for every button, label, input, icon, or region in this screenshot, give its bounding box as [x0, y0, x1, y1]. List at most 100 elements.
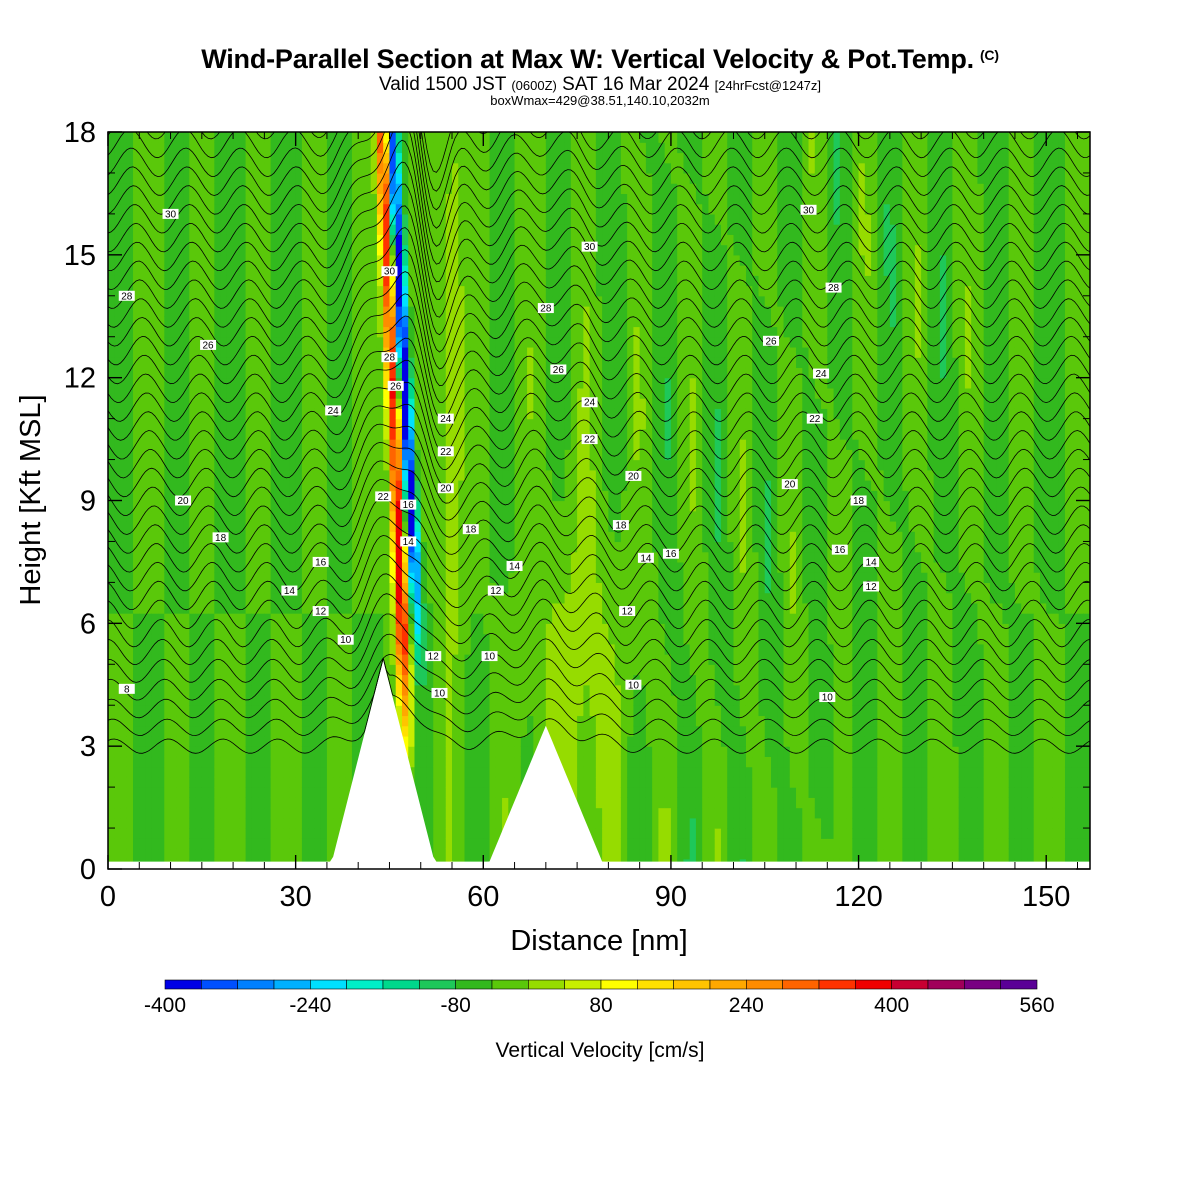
velocity-cell	[489, 766, 497, 778]
velocity-cell	[308, 520, 316, 532]
velocity-cell	[345, 654, 353, 665]
velocity-cell	[176, 132, 184, 143]
velocity-cell	[170, 756, 178, 768]
velocity-cell	[289, 132, 297, 143]
velocity-cell	[470, 275, 478, 287]
velocity-cell	[133, 183, 140, 195]
velocity-cell	[308, 633, 316, 645]
velocity-cell	[458, 756, 466, 768]
velocity-cell	[408, 132, 416, 143]
velocity-cell	[189, 817, 197, 829]
velocity-cell	[477, 357, 484, 369]
velocity-cell	[520, 643, 528, 655]
velocity-cell	[108, 183, 115, 195]
velocity-cell	[189, 582, 197, 594]
velocity-cell	[383, 224, 391, 235]
velocity-cell	[477, 367, 484, 379]
velocity-cell	[320, 336, 328, 348]
velocity-cell	[189, 592, 197, 604]
velocity-cell	[114, 203, 122, 215]
velocity-cell	[233, 306, 240, 317]
velocity-cell	[176, 828, 184, 839]
velocity-cell	[108, 684, 115, 696]
velocity-cell	[214, 510, 222, 522]
velocity-cell	[514, 746, 522, 758]
velocity-cell	[452, 459, 459, 471]
velocity-cell	[276, 162, 284, 174]
velocity-cell	[464, 623, 472, 635]
velocity-cell	[289, 306, 297, 317]
velocity-cell	[445, 613, 453, 624]
velocity-cell	[364, 674, 372, 686]
velocity-cell	[470, 561, 478, 573]
velocity-cell	[158, 234, 165, 246]
velocity-cell	[376, 346, 384, 358]
velocity-cell	[527, 674, 534, 686]
velocity-cell	[176, 367, 184, 379]
velocity-cell	[295, 715, 303, 727]
velocity-cell	[326, 643, 334, 655]
velocity-cell	[395, 664, 403, 676]
velocity-cell	[495, 244, 503, 256]
velocity-cell	[514, 572, 522, 583]
velocity-cell	[408, 756, 416, 768]
velocity-cell	[289, 838, 297, 850]
velocity-cell	[470, 592, 478, 604]
velocity-cell	[245, 551, 253, 563]
velocity-cell	[495, 224, 503, 235]
velocity-cell	[495, 807, 503, 819]
velocity-cell	[514, 787, 522, 798]
velocity-cell	[527, 203, 534, 215]
velocity-cell	[208, 326, 215, 338]
velocity-cell	[339, 797, 347, 809]
velocity-cell	[395, 428, 403, 440]
velocity-cell	[383, 459, 391, 471]
velocity-cell	[326, 776, 334, 788]
velocity-cell	[514, 183, 522, 195]
velocity-cell	[345, 234, 353, 246]
velocity-cell	[283, 428, 290, 440]
velocity-cell	[145, 756, 153, 768]
velocity-cell	[477, 132, 484, 143]
velocity-cell	[145, 469, 153, 481]
velocity-cell	[220, 715, 228, 727]
velocity-cell	[358, 398, 366, 409]
velocity-cell	[233, 408, 240, 420]
velocity-cell	[414, 193, 422, 205]
velocity-cell	[201, 572, 209, 583]
velocity-cell	[201, 582, 209, 594]
velocity-cell	[339, 684, 347, 696]
velocity-cell	[145, 633, 153, 645]
velocity-cell	[189, 633, 197, 645]
velocity-cell	[239, 439, 247, 450]
velocity-cell	[151, 254, 159, 266]
velocity-cell	[314, 684, 322, 696]
velocity-cell	[189, 234, 197, 246]
velocity-cell	[170, 306, 178, 317]
velocity-cell	[520, 623, 528, 635]
velocity-cell	[351, 183, 359, 195]
velocity-cell	[220, 592, 228, 604]
velocity-cell	[151, 357, 159, 369]
velocity-cell	[452, 592, 459, 604]
velocity-cell	[289, 316, 297, 328]
velocity-cell	[345, 602, 353, 614]
velocity-cell	[276, 336, 284, 348]
velocity-cell	[151, 213, 159, 225]
velocity-cell	[370, 172, 378, 184]
velocity-cell	[433, 387, 441, 399]
velocity-cell	[170, 234, 178, 246]
velocity-cell	[414, 551, 422, 563]
velocity-cell	[308, 295, 316, 307]
velocity-cell	[433, 561, 441, 573]
velocity-cell	[389, 664, 397, 676]
velocity-cell	[351, 490, 359, 502]
velocity-cell	[326, 152, 334, 164]
velocity-cell	[276, 776, 284, 788]
velocity-cell	[233, 336, 240, 348]
velocity-cell	[114, 408, 122, 420]
velocity-cell	[176, 766, 184, 778]
velocity-cell	[333, 572, 341, 583]
velocity-cell	[158, 592, 165, 604]
velocity-cell	[220, 541, 228, 553]
